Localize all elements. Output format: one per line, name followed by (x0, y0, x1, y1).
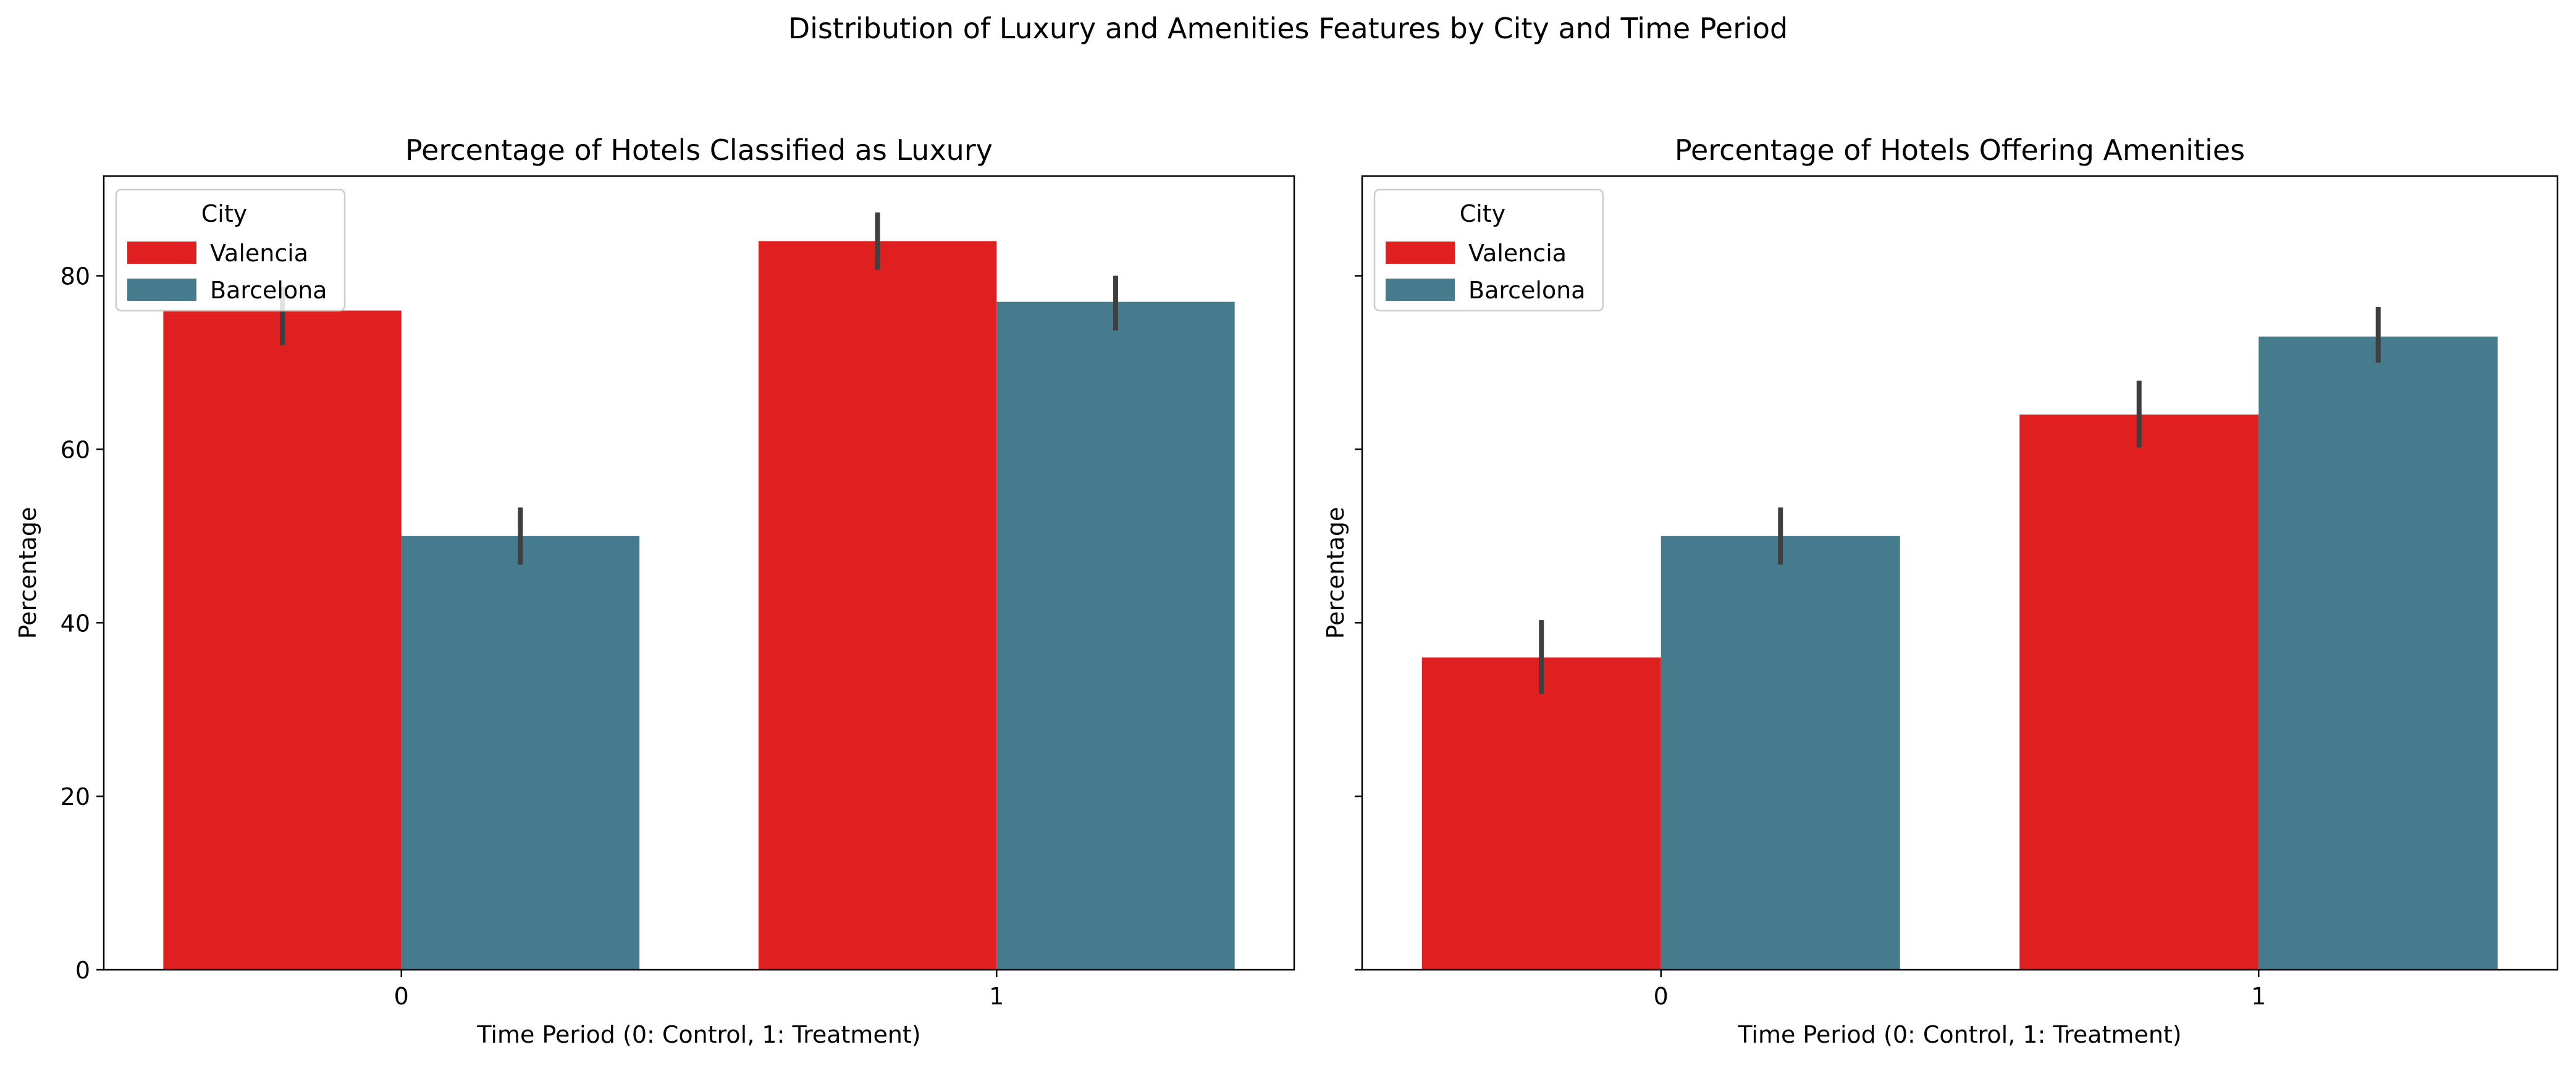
legend-label-valencia: Valencia (210, 240, 308, 267)
x-axis-label: Time Period (0: Control, 1: Treatment) (476, 1021, 920, 1048)
chart-title: Percentage of Hotels Classified as Luxur… (405, 133, 993, 167)
y-axis-label: Percentage (14, 507, 41, 639)
y-axis-label: Percentage (1322, 507, 1349, 639)
x-tick-label: 1 (989, 983, 1004, 1010)
chart-luxury: 0 20 40 60 80 0 1 Percentage of Hotels Classifi… (14, 133, 1295, 1048)
bar-valencia-0 (163, 310, 402, 970)
axes-frame (103, 175, 1295, 971)
y-tick-label: 0 (75, 957, 90, 984)
y-tick-label: 40 (61, 610, 90, 637)
bar-valencia-1 (2019, 414, 2259, 970)
figure-suptitle: Distribution of Luxury and Amenities Fea… (788, 12, 1788, 45)
bar-barcelona-1 (996, 301, 1235, 970)
chart-title: Percentage of Hotels Offering Amenities (1675, 133, 2245, 167)
bar-barcelona-1 (2258, 336, 2498, 970)
legend-swatch-valencia (127, 242, 196, 264)
bar-barcelona-0 (401, 536, 640, 970)
x-tick-label: 1 (2251, 983, 2266, 1010)
legend-label-barcelona: Barcelona (210, 277, 327, 304)
legend-label-barcelona: Barcelona (1468, 277, 1586, 304)
legend-title: City (1460, 200, 1505, 227)
x-tick-label: 0 (394, 983, 409, 1010)
legend-title: City (201, 200, 247, 227)
y-tick-label: 80 (61, 263, 90, 290)
bar-valencia-1 (758, 241, 997, 970)
legend-swatch-barcelona (127, 279, 196, 301)
bar-barcelona-0 (1661, 536, 1900, 970)
x-axis-label: Time Period (0: Control, 1: Treatment) (1737, 1021, 2181, 1048)
y-tick-label: 20 (61, 783, 90, 810)
legend-swatch-valencia (1386, 242, 1455, 264)
y-tick-label: 60 (61, 436, 90, 463)
legend-label-valencia: Valencia (1468, 240, 1567, 267)
bar-valencia-0 (1421, 657, 1661, 970)
chart-amenities: 0 1 Percentage of Hotels Offering Amenitie… (1322, 133, 2559, 1048)
legend-swatch-barcelona (1386, 279, 1455, 301)
axes-frame (1361, 175, 2559, 971)
x-tick-label: 0 (1654, 983, 1669, 1010)
